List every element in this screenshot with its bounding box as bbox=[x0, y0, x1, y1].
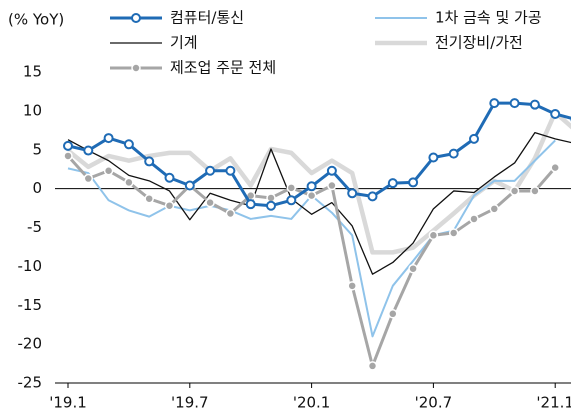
y-unit-label: (% YoY) bbox=[8, 11, 64, 29]
series-marker bbox=[530, 186, 540, 196]
series-marker bbox=[469, 133, 479, 144]
series-marker bbox=[550, 162, 560, 173]
series-marker bbox=[103, 165, 114, 176]
series-marker bbox=[367, 191, 378, 202]
y-tick-label: 0 bbox=[32, 179, 42, 197]
series-marker bbox=[124, 177, 134, 188]
series-marker bbox=[286, 183, 297, 193]
series-marker bbox=[489, 98, 500, 109]
series-marker bbox=[327, 180, 337, 191]
series-line bbox=[66, 110, 571, 255]
legend-marker bbox=[131, 63, 141, 73]
legend-label: 전기장비/가전 bbox=[435, 34, 523, 52]
series-marker bbox=[489, 204, 500, 214]
series-marker bbox=[184, 180, 195, 191]
series-marker bbox=[164, 172, 175, 183]
series-marker bbox=[205, 197, 215, 208]
series-marker bbox=[509, 186, 520, 196]
legend-label: 1차 금속 및 가공 bbox=[435, 9, 542, 27]
series-marker bbox=[225, 208, 236, 219]
series-line bbox=[67, 139, 556, 338]
series-marker bbox=[83, 145, 94, 156]
y-tick-label: -10 bbox=[18, 257, 43, 275]
series-marker bbox=[266, 200, 276, 211]
series-marker bbox=[428, 230, 439, 241]
legend-label: 기계 bbox=[170, 34, 198, 52]
x-tick-label: '20.1 bbox=[293, 394, 331, 412]
y-tick-label: 5 bbox=[32, 140, 42, 158]
y-tick-label: -25 bbox=[18, 374, 43, 392]
legend-marker bbox=[131, 13, 141, 23]
series-marker bbox=[448, 148, 459, 159]
y-tick-label: 15 bbox=[23, 63, 42, 81]
series-marker bbox=[387, 178, 398, 189]
series-marker bbox=[509, 98, 520, 109]
series-marker bbox=[388, 309, 398, 319]
y-tick-label: 10 bbox=[23, 101, 42, 119]
series-marker bbox=[164, 200, 175, 211]
series-marker bbox=[306, 181, 317, 192]
series-marker bbox=[286, 195, 297, 206]
y-tick-label: -5 bbox=[27, 218, 42, 236]
series-marker bbox=[205, 165, 216, 176]
series-marker bbox=[326, 165, 337, 176]
series-marker bbox=[83, 173, 94, 184]
series-marker bbox=[529, 99, 540, 110]
x-tick-label: '19.1 bbox=[49, 394, 87, 412]
x-tick-label: '21.1 bbox=[536, 394, 571, 412]
series-marker bbox=[550, 108, 561, 119]
series-line bbox=[67, 131, 571, 275]
series-marker bbox=[408, 177, 419, 188]
x-tick-label: '20.7 bbox=[415, 394, 453, 412]
series-marker bbox=[144, 193, 154, 204]
legend-label: 제조업 주문 전체 bbox=[170, 59, 276, 77]
series-marker bbox=[225, 165, 236, 176]
series-marker bbox=[347, 188, 358, 199]
series-marker bbox=[306, 190, 317, 201]
y-tick-label: -20 bbox=[18, 335, 43, 353]
series-marker bbox=[347, 281, 357, 291]
series-marker bbox=[63, 151, 73, 161]
series-marker bbox=[408, 263, 418, 274]
series-marker bbox=[63, 140, 73, 151]
series-marker bbox=[123, 139, 134, 150]
series-marker bbox=[428, 152, 439, 163]
series-marker bbox=[245, 199, 256, 210]
series-marker bbox=[103, 133, 114, 144]
series-marker bbox=[448, 228, 459, 238]
series-marker bbox=[144, 156, 155, 167]
x-tick-label: '19.7 bbox=[171, 394, 209, 412]
y-tick-label: -15 bbox=[18, 296, 43, 314]
legend-label: 컴퓨터/통신 bbox=[170, 9, 244, 27]
series-marker bbox=[469, 214, 479, 224]
series-marker bbox=[367, 361, 378, 371]
